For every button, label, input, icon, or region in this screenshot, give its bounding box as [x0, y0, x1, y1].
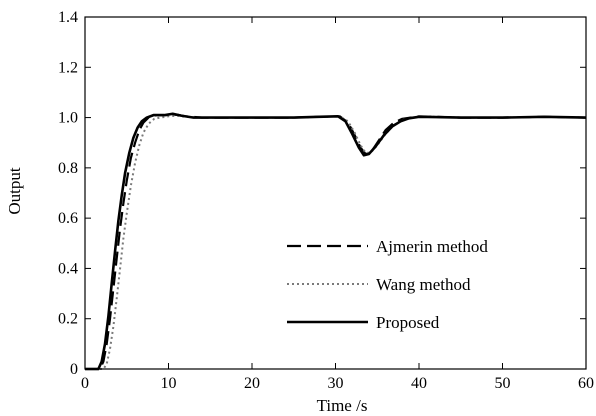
series-line-2: [85, 114, 587, 370]
y-tick-label: 1.0: [58, 110, 78, 127]
plot-frame: [84, 16, 587, 370]
y-tick-label: 1.4: [58, 9, 78, 26]
x-tick-label: 40: [411, 375, 427, 392]
legend-label-2: Wang method: [376, 275, 471, 294]
x-tick-label: 30: [328, 375, 344, 392]
legend: Ajmerin method Wang method Proposed: [287, 237, 488, 332]
x-tick-label: 10: [161, 375, 177, 392]
y-tick-label: 0.8: [58, 160, 78, 177]
y-tick-label: 0: [70, 361, 78, 378]
x-axis-title: Time /s: [317, 396, 368, 415]
x-tick-label: 50: [495, 375, 511, 392]
y-axis-title-group: Output: [5, 167, 24, 215]
y-tick-label: 0.6: [58, 210, 78, 227]
y-axis-title: Output: [5, 167, 24, 215]
tick-layer: 0 10 20 30 40 50 60 0 0.2 0.4 0.6 0.8 1.0 1.2 1.4: [58, 9, 594, 392]
y-tick-label: 1.2: [58, 59, 78, 76]
legend-label-3: Proposed: [376, 313, 440, 332]
x-tick-label: 0: [81, 375, 89, 392]
x-tick-label: 60: [578, 375, 594, 392]
y-tick-label: 0.4: [58, 260, 78, 277]
series-line-3: [85, 112, 587, 371]
legend-label-1: Ajmerin method: [376, 237, 488, 256]
series-layer: [85, 112, 587, 371]
x-tick-label: 20: [244, 375, 260, 392]
y-tick-label: 0.2: [58, 311, 78, 328]
series-line-1: [85, 113, 587, 371]
